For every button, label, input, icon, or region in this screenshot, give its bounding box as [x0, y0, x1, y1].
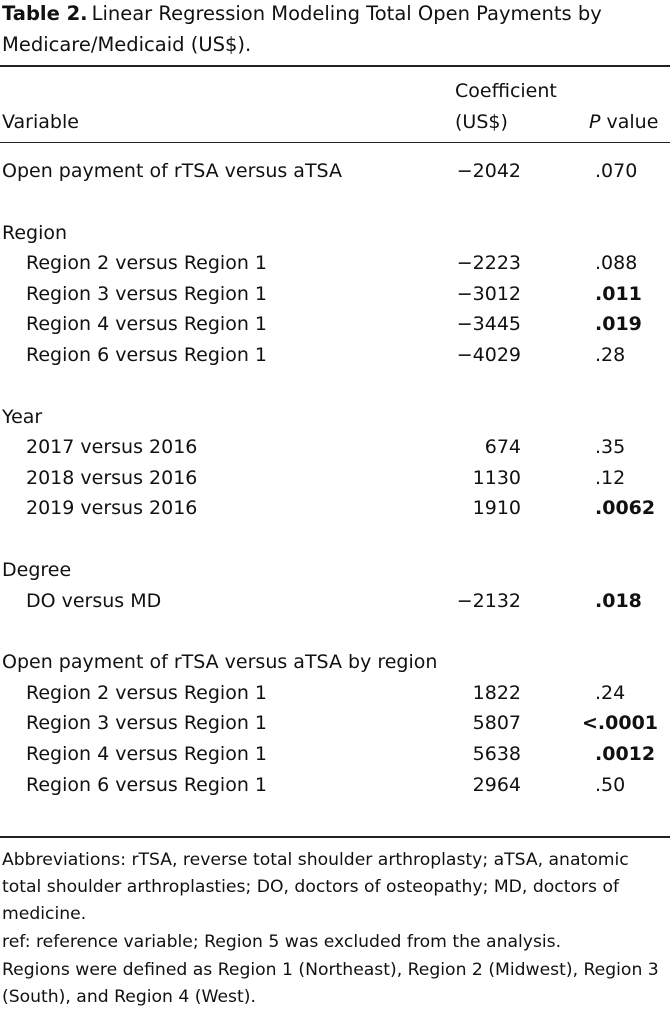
variable-cell: Region 2 versus Region 1 [26, 681, 268, 704]
variable-cell: 2017 versus 2016 [26, 436, 198, 459]
coefficient-cell: 5638 [472, 742, 521, 765]
header-coefficient: Coefficient [455, 80, 557, 102]
p-value-cell: .35 [595, 436, 626, 459]
coefficient-cell: 1910 [472, 497, 521, 520]
group-heading: Open payment of rTSA versus aTSA by regi… [2, 651, 438, 674]
variable-cell: 2019 versus 2016 [26, 497, 198, 520]
p-value-cell: .088 [595, 252, 638, 275]
coefficient-cell: 1822 [472, 681, 521, 704]
row-group: Region Region 2 versus Region 1 −2223.088 R… [0, 218, 670, 371]
bottom-rule [0, 836, 670, 838]
p-value-cell: .28 [595, 343, 626, 366]
header-rule [0, 142, 670, 143]
p-value-cell: .50 [595, 773, 626, 796]
row-group: Open payment of rTSA versus aTSA by regi… [0, 647, 670, 800]
coefficient-cell: −3012 [456, 282, 521, 305]
p-value-cell: .019 [595, 313, 642, 336]
row-group: Year 2017 versus 2016 674 .35 2018 versus 20… [0, 402, 670, 524]
coefficient-cell: −2042 [456, 160, 521, 182]
variable-cell: Region 2 versus Region 1 [26, 252, 268, 275]
coefficient-cell: 5807 [472, 712, 521, 735]
variable-cell: DO versus MD [26, 589, 162, 612]
coefficient-cell: 674 [484, 436, 521, 459]
table-row: Region 3 versus Region 1 −3012 .011 [0, 279, 670, 310]
p-value-cell: <.0001 [582, 712, 659, 735]
header-coefficient-unit: (US$) [455, 111, 508, 133]
table-row: 2018 versus 2016 1130 .12 [0, 463, 670, 494]
p-value-cell: .0012 [595, 742, 656, 765]
p-value-cell: .24 [595, 681, 626, 704]
p-value-cell: .070 [595, 160, 638, 182]
coefficient-cell: −2223 [456, 252, 521, 275]
table-row: Open payment of rTSA versus aTSA −2042 .07… [0, 156, 670, 187]
variable-cell: Open payment of rTSA versus aTSA [2, 160, 342, 182]
group-heading: Degree [2, 558, 72, 581]
p-text: value [606, 111, 659, 133]
variable-cell: Region 3 versus Region 1 [26, 712, 268, 735]
table-row: Region 6 versus Region 1 2964 .50 [0, 770, 670, 801]
variable-cell: 2018 versus 2016 [26, 466, 198, 489]
variable-cell: Region 6 versus Region 1 [26, 773, 268, 796]
p-value-cell: .0062 [595, 497, 656, 520]
footnote: Abbreviations: rTSA, reverse total shoul… [2, 850, 629, 924]
footnote: Regions were defined as Region 1 (Northe… [2, 960, 659, 1007]
group-heading: Region [2, 221, 68, 244]
p-italic: P [589, 111, 601, 133]
group-heading: Year [2, 405, 43, 428]
table-title: Table 2. Linear Regression Modeling Total… [2, 0, 662, 60]
table-row: Region 4 versus Region 1 −3445 .019 [0, 309, 670, 340]
table-body: Open payment of rTSA versus aTSA −2042 .07… [0, 156, 670, 831]
variable-cell: Region 3 versus Region 1 [26, 282, 268, 305]
coefficient-cell: −2132 [456, 589, 521, 612]
table-row: Region 6 versus Region 1 −4029 .28 [0, 340, 670, 371]
header-p-value: P value [589, 107, 658, 137]
variable-cell: Region 4 versus Region 1 [26, 742, 268, 765]
table-caption: Linear Regression Modeling Total Open Pa… [2, 2, 602, 56]
header-variable: Variable [2, 111, 79, 133]
variable-cell: Region 4 versus Region 1 [26, 313, 268, 336]
table-label: Table 2. [2, 2, 88, 25]
coefficient-cell: 1130 [472, 466, 521, 489]
table-row: 2017 versus 2016 674 .35 [0, 432, 670, 463]
table-row: 2019 versus 2016 1910 .0062 [0, 493, 670, 524]
coefficient-cell: −4029 [456, 343, 521, 366]
variable-cell: Region 6 versus Region 1 [26, 343, 268, 366]
top-rule [0, 65, 670, 67]
table-row: Region 4 versus Region 1 5638 .0012 [0, 739, 670, 770]
table-row: Region 2 versus Region 1 1822 .24 [0, 678, 670, 709]
coefficient-cell: −3445 [456, 313, 521, 336]
table-row: Region 3 versus Region 1 5807 <.0001 [0, 708, 670, 739]
row-group: Degree DO versus MD −2132 .018 [0, 555, 670, 616]
p-value-cell: .018 [595, 589, 642, 612]
row-group: Open payment of rTSA versus aTSA −2042 .07… [0, 156, 670, 187]
coefficient-cell: 2964 [472, 773, 521, 796]
footnote: ref: reference variable; Region 5 was ex… [2, 932, 562, 952]
p-value-cell: .12 [595, 466, 626, 489]
table-row: Region 2 versus Region 1 −2223 .088 [0, 248, 670, 279]
p-value-cell: .011 [595, 282, 642, 305]
table-row: DO versus MD −2132 .018 [0, 586, 670, 617]
footnotes: Abbreviations: rTSA, reverse total shoul… [2, 847, 670, 1012]
